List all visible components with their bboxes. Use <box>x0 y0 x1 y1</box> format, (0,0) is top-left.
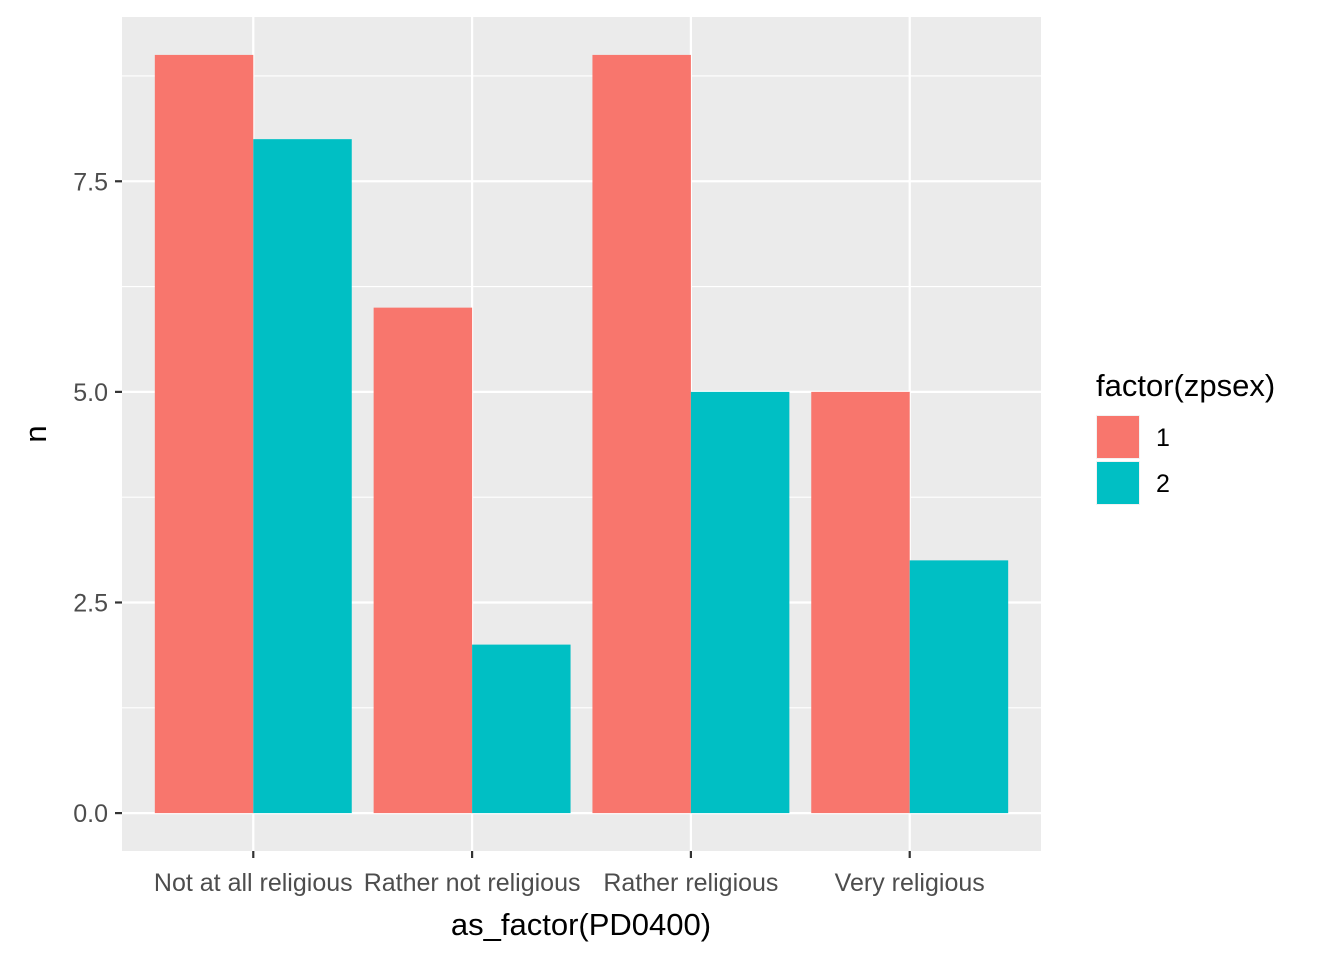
bar-series2-1 <box>472 644 571 814</box>
legend-swatch-2 <box>1097 462 1139 504</box>
bar-series2-2 <box>690 391 790 814</box>
bar-series2-0 <box>253 139 352 814</box>
bar-series1-1 <box>373 307 473 814</box>
y-axis: 0.0 2.5 5.0 7.5 <box>73 168 122 828</box>
x-tick-label-1: Rather not religious <box>364 869 581 897</box>
y-tick-label-0: 0.0 <box>73 800 108 828</box>
legend-label-2: 2 <box>1156 470 1170 498</box>
y-tick-label-2: 5.0 <box>73 379 108 407</box>
bar-series1-2 <box>592 54 691 814</box>
legend-swatch-1 <box>1097 416 1139 458</box>
bar-series1-0 <box>154 54 254 814</box>
y-tick-label-3: 7.5 <box>73 168 108 196</box>
x-tick-label-2: Rather religious <box>603 869 778 897</box>
y-axis-title: n <box>18 425 53 442</box>
x-axis: Not at all religious Rather not religious… <box>154 851 985 897</box>
x-tick-label-3: Very religious <box>835 869 985 897</box>
x-tick-label-0: Not at all religious <box>154 869 353 897</box>
bar-series2-3 <box>909 560 1009 814</box>
legend: factor(zpsex) 1 2 <box>1096 368 1275 505</box>
legend-title: factor(zpsex) <box>1096 368 1275 403</box>
y-tick-label-1: 2.5 <box>73 589 108 617</box>
x-axis-title: as_factor(PD0400) <box>451 907 711 942</box>
bar-series1-3 <box>811 391 910 814</box>
legend-label-1: 1 <box>1156 424 1170 452</box>
bars <box>154 54 1009 814</box>
